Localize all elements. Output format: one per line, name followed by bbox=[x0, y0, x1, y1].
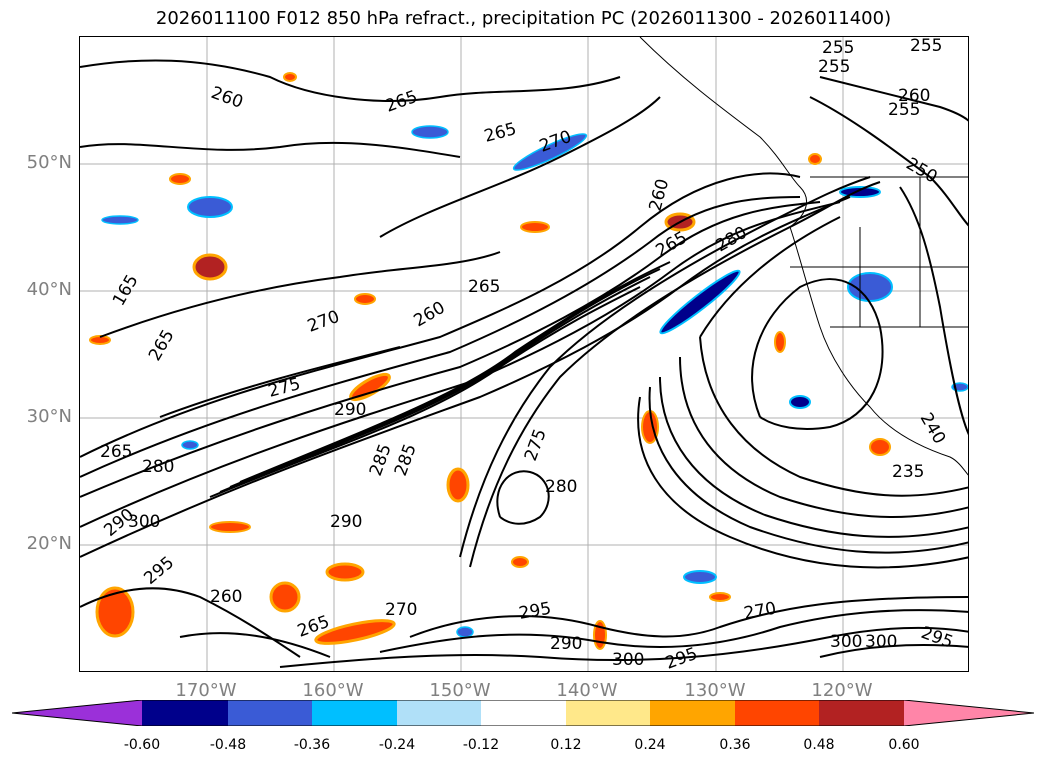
contour-label: 295 bbox=[140, 553, 178, 589]
contour-label: 165 bbox=[109, 271, 143, 309]
contour-label: 280 bbox=[545, 477, 577, 497]
contour-label: 275 bbox=[521, 426, 551, 463]
colorbar-tick: 0.24 bbox=[634, 737, 666, 753]
lon-label-140w: 140°W bbox=[556, 680, 618, 701]
colorbar-tick: -0.12 bbox=[462, 737, 500, 753]
colorbar-swatch bbox=[142, 700, 228, 726]
colorbar-swatch bbox=[312, 700, 397, 726]
contour-label: 290 bbox=[550, 634, 582, 654]
contour-label: 290 bbox=[100, 505, 138, 541]
precipitation-shading bbox=[89, 72, 968, 650]
contour-label: 280 bbox=[142, 457, 174, 477]
contour-label: 300 bbox=[865, 632, 897, 652]
contour-label: 255 bbox=[822, 38, 854, 58]
contour-label: 285 bbox=[366, 441, 396, 478]
contour-label: 295 bbox=[517, 599, 552, 624]
contour-label: 260 bbox=[898, 86, 930, 106]
contour-label: 270 bbox=[742, 599, 777, 624]
colorbar-tick: 0.12 bbox=[550, 737, 582, 753]
colorbar-swatch bbox=[228, 700, 312, 726]
contour-label: 235 bbox=[892, 462, 924, 482]
colorbar-swatch bbox=[904, 700, 1034, 726]
lat-label-40n: 40°N bbox=[26, 279, 72, 300]
contour-label: 240 bbox=[916, 410, 950, 448]
contour-label: 300 bbox=[830, 632, 862, 652]
contour-label: 265 bbox=[482, 119, 519, 147]
colorbar-tick: 0.60 bbox=[888, 737, 920, 753]
colorbar-tick: -0.24 bbox=[378, 737, 416, 753]
colorbar-tick: -0.60 bbox=[123, 737, 161, 753]
map-panel: 255 255 255 260 255 250 260 265 265 270 … bbox=[79, 36, 969, 672]
contour-label: 295 bbox=[663, 644, 700, 672]
contour-label: 275 bbox=[266, 374, 303, 402]
contour-label: 270 bbox=[385, 600, 417, 620]
contour-label: 295 bbox=[918, 623, 955, 653]
colorbar-tick: 0.48 bbox=[803, 737, 835, 753]
lon-label-150w: 150°W bbox=[429, 680, 491, 701]
colorbar-tick: 0.36 bbox=[719, 737, 751, 753]
contour-label: 260 bbox=[208, 83, 245, 113]
lon-label-130w: 130°W bbox=[684, 680, 746, 701]
contour-labels: 255 255 255 260 255 250 260 265 265 270 … bbox=[100, 37, 956, 672]
colorbar-swatch bbox=[12, 700, 142, 726]
lat-label-30n: 30°N bbox=[26, 406, 72, 427]
colorbar-tick: -0.48 bbox=[209, 737, 247, 753]
contour-label: 255 bbox=[888, 100, 920, 120]
colorbar-swatch bbox=[650, 700, 735, 726]
contour-label: 300 bbox=[612, 650, 644, 670]
contour-label: 270 bbox=[305, 307, 342, 337]
colorbar-swatch bbox=[481, 700, 566, 726]
lon-label-120w: 120°W bbox=[811, 680, 873, 701]
graticule bbox=[80, 37, 968, 671]
contour-label: 265 bbox=[383, 87, 420, 117]
contour-label: 265 bbox=[653, 228, 691, 262]
colorbar-swatch bbox=[397, 700, 481, 726]
map-canvas: 255 255 255 260 255 250 260 265 265 270 … bbox=[80, 37, 968, 672]
contour-label: 255 bbox=[910, 37, 942, 56]
refractivity-contours bbox=[80, 59, 968, 668]
contour-label: 265 bbox=[468, 277, 500, 297]
lon-label-170w: 170°W bbox=[175, 680, 237, 701]
contour-label: 255 bbox=[818, 57, 850, 77]
colorbar bbox=[12, 700, 1034, 726]
contour-label: 290 bbox=[330, 512, 362, 532]
contour-label: 300 bbox=[128, 512, 160, 532]
lat-label-50n: 50°N bbox=[26, 152, 72, 173]
colorbar-swatch bbox=[735, 700, 819, 726]
contour-label: 290 bbox=[334, 400, 366, 420]
lat-label-20n: 20°N bbox=[26, 533, 72, 554]
colorbar-swatch bbox=[566, 700, 650, 726]
map-title: 2026011100 F012 850 hPa refract., precip… bbox=[155, 8, 892, 29]
contour-label: 265 bbox=[100, 442, 132, 462]
coastline bbox=[639, 37, 968, 476]
colorbar-swatch bbox=[819, 700, 904, 726]
contour-label: 260 bbox=[411, 298, 449, 332]
contour-label: 260 bbox=[646, 177, 674, 214]
contour-label: 260 bbox=[210, 587, 242, 607]
colorbar-tick: -0.36 bbox=[293, 737, 331, 753]
lon-label-160w: 160°W bbox=[302, 680, 364, 701]
contour-label: 265 bbox=[145, 326, 179, 364]
contour-label: 285 bbox=[391, 441, 421, 478]
